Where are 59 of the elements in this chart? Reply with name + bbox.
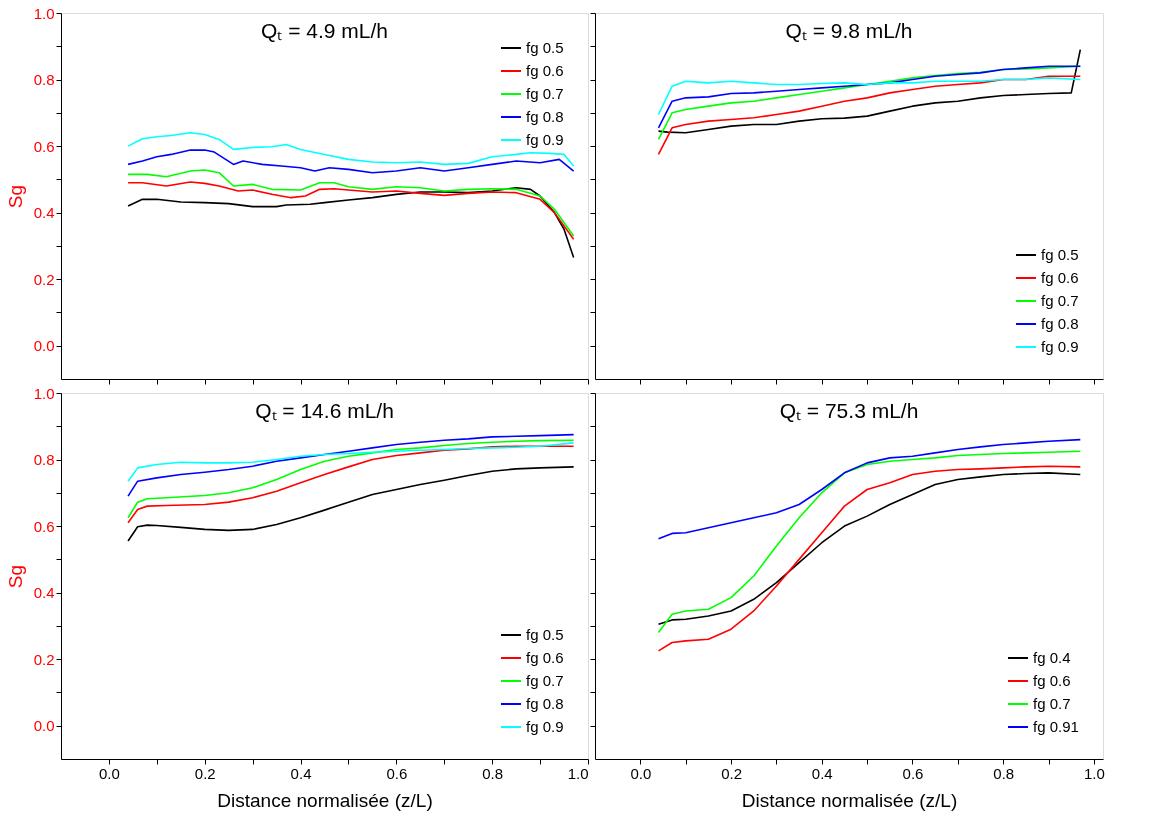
line-series xyxy=(127,181,575,241)
y-tick-label: 1.0 xyxy=(33,384,55,402)
legend-label: fg 0.6 xyxy=(1041,269,1079,286)
legend-label: fg 0.6 xyxy=(526,649,564,666)
legend-label: fg 0.5 xyxy=(1041,246,1079,263)
line-series xyxy=(127,149,575,174)
y-tick-label: 0.0 xyxy=(33,337,55,355)
line-series xyxy=(127,442,575,482)
x-tick-label: 0.2 xyxy=(721,764,742,782)
y-tick-label: 0.8 xyxy=(33,451,55,469)
x-tick-label: 0.0 xyxy=(630,764,652,782)
line-series xyxy=(127,433,575,497)
y-axis-title: Sg xyxy=(4,184,26,209)
chart-title: Qₜ = 14.6 mL/h xyxy=(255,399,394,422)
legend-label: fg 0.7 xyxy=(1033,695,1071,712)
x-tick-label: 1.0 xyxy=(1084,764,1105,782)
x-tick-label: 0.6 xyxy=(902,764,924,782)
y-tick-label: 0.8 xyxy=(33,71,55,89)
line-series xyxy=(127,466,575,542)
legend-label: fg 0.9 xyxy=(1041,338,1079,355)
x-axis-title: Distance normalisée (z/L) xyxy=(741,789,958,811)
y-tick-label: 0.4 xyxy=(33,204,55,222)
x-tick-label: 1.0 xyxy=(567,764,589,782)
chart-title: Qₜ = 75.3 mL/h xyxy=(779,399,919,422)
legend-label: fg 0.9 xyxy=(526,131,564,148)
legend-label: fg 0.5 xyxy=(526,626,564,643)
legend-label: fg 0.7 xyxy=(526,85,564,102)
y-tick-label: 0.2 xyxy=(33,270,55,288)
legend-label: fg 0.4 xyxy=(1033,649,1071,666)
legend-label: fg 0.5 xyxy=(526,39,564,56)
legend-label: fg 0.7 xyxy=(526,672,564,689)
y-tick-label: 0.6 xyxy=(33,517,55,535)
x-tick-label: 0.8 xyxy=(993,764,1015,782)
legend-label: fg 0.91 xyxy=(1033,718,1079,735)
legend-label: fg 0.7 xyxy=(1041,292,1079,309)
y-tick-label: 0.4 xyxy=(33,584,55,602)
y-tick-label: 0.2 xyxy=(33,650,55,668)
legend-label: fg 0.6 xyxy=(1033,672,1071,689)
x-tick-label: 0.0 xyxy=(98,764,120,782)
legend-label: fg 0.9 xyxy=(526,718,564,735)
legend-label: fg 0.6 xyxy=(526,62,564,79)
legend-label: fg 0.8 xyxy=(526,695,564,712)
x-tick-label: 0.2 xyxy=(194,764,216,782)
legend-label: fg 0.8 xyxy=(526,108,564,125)
chart-title: Qₜ = 9.8 mL/h xyxy=(785,19,913,42)
x-tick-label: 0.6 xyxy=(386,764,408,782)
y-tick-label: 1.0 xyxy=(33,4,55,22)
y-tick-label: 0.6 xyxy=(33,137,55,155)
line-series xyxy=(127,169,575,237)
chart-title: Qₜ = 4.9 mL/h xyxy=(261,19,388,42)
y-tick-label: 0.0 xyxy=(33,717,55,735)
line-series xyxy=(127,186,575,259)
line-series xyxy=(127,131,575,167)
x-tick-label: 0.4 xyxy=(811,764,833,782)
legend-label: fg 0.8 xyxy=(1041,315,1079,332)
x-tick-label: 0.4 xyxy=(290,764,312,782)
x-axis-title: Distance normalisée (z/L) xyxy=(217,789,433,811)
x-tick-label: 0.8 xyxy=(482,764,504,782)
y-axis-title: Sg xyxy=(4,564,26,589)
